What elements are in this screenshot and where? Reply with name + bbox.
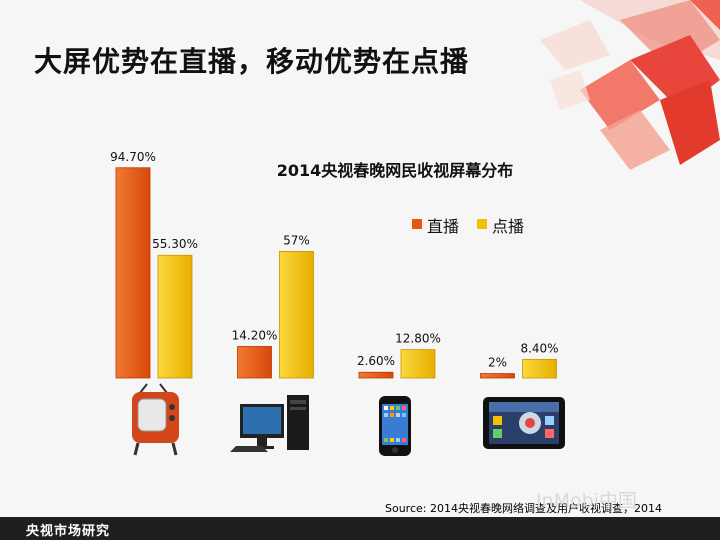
- slide-title: 大屏优势在直播，移动优势在点播: [34, 45, 470, 78]
- data-label-vod-1: 57%: [283, 233, 310, 247]
- bar-live-0: [115, 167, 151, 379]
- data-label-vod-3: 8.40%: [520, 341, 558, 355]
- bar-chart: 2014央视春晚网民收视屏幕分布 直播 点播 94.70% 14.20% 2.60%…: [110, 150, 565, 470]
- legend-label-live: 直播: [427, 217, 459, 236]
- category-label-2: 手机: [396, 468, 398, 470]
- decorative-tiles: [540, 0, 720, 170]
- data-label-live-2: 2.60%: [357, 354, 395, 368]
- chart-title: 2014央视春晚网民收视屏幕分布: [277, 161, 514, 180]
- bar-vod-1: [279, 251, 314, 379]
- chart-legend: 直播 点播: [412, 217, 524, 236]
- bar-vod-0: [157, 254, 193, 379]
- legend-swatch-vod: [477, 219, 487, 229]
- bar-live-3: [480, 373, 515, 379]
- data-label-live-1: 14.20%: [232, 328, 278, 342]
- data-label-live-0: 94.70%: [110, 150, 156, 164]
- legend-label-vod: 点播: [492, 217, 524, 236]
- tv-icon: [132, 383, 179, 456]
- footer-bar: 央视市场研究: [0, 517, 720, 540]
- data-label-vod-0: 55.30%: [152, 237, 198, 251]
- source-note: Source: 2014央视春晚网络调查及用户收视调查，2014: [385, 502, 662, 515]
- watermark: InMobi中国: [536, 490, 638, 512]
- footer-brand: 央视市场研究: [26, 524, 111, 539]
- data-label-live-3: 2%: [488, 356, 507, 370]
- bar-vod-2: [400, 349, 436, 379]
- category-label-0: 电视: [153, 468, 155, 470]
- data-label-vod-2: 12.80%: [395, 332, 441, 346]
- chart-bars: [115, 167, 557, 379]
- category-labels: 电视 电脑 手机 平板: [153, 468, 520, 470]
- smartphone-icon: [379, 396, 411, 456]
- category-label-3: 平板: [518, 468, 520, 470]
- category-label-1: 电脑: [275, 468, 277, 470]
- desktop-pc-icon: [230, 395, 309, 452]
- chart-data-labels: 94.70% 14.20% 2.60% 2% 55.30% 57% 12.80% 8.40%: [110, 150, 558, 370]
- legend-swatch-live: [412, 219, 422, 229]
- tablet-icon: [483, 397, 565, 449]
- bar-vod-3: [522, 358, 557, 379]
- bar-live-2: [358, 371, 394, 379]
- bar-live-1: [237, 346, 272, 379]
